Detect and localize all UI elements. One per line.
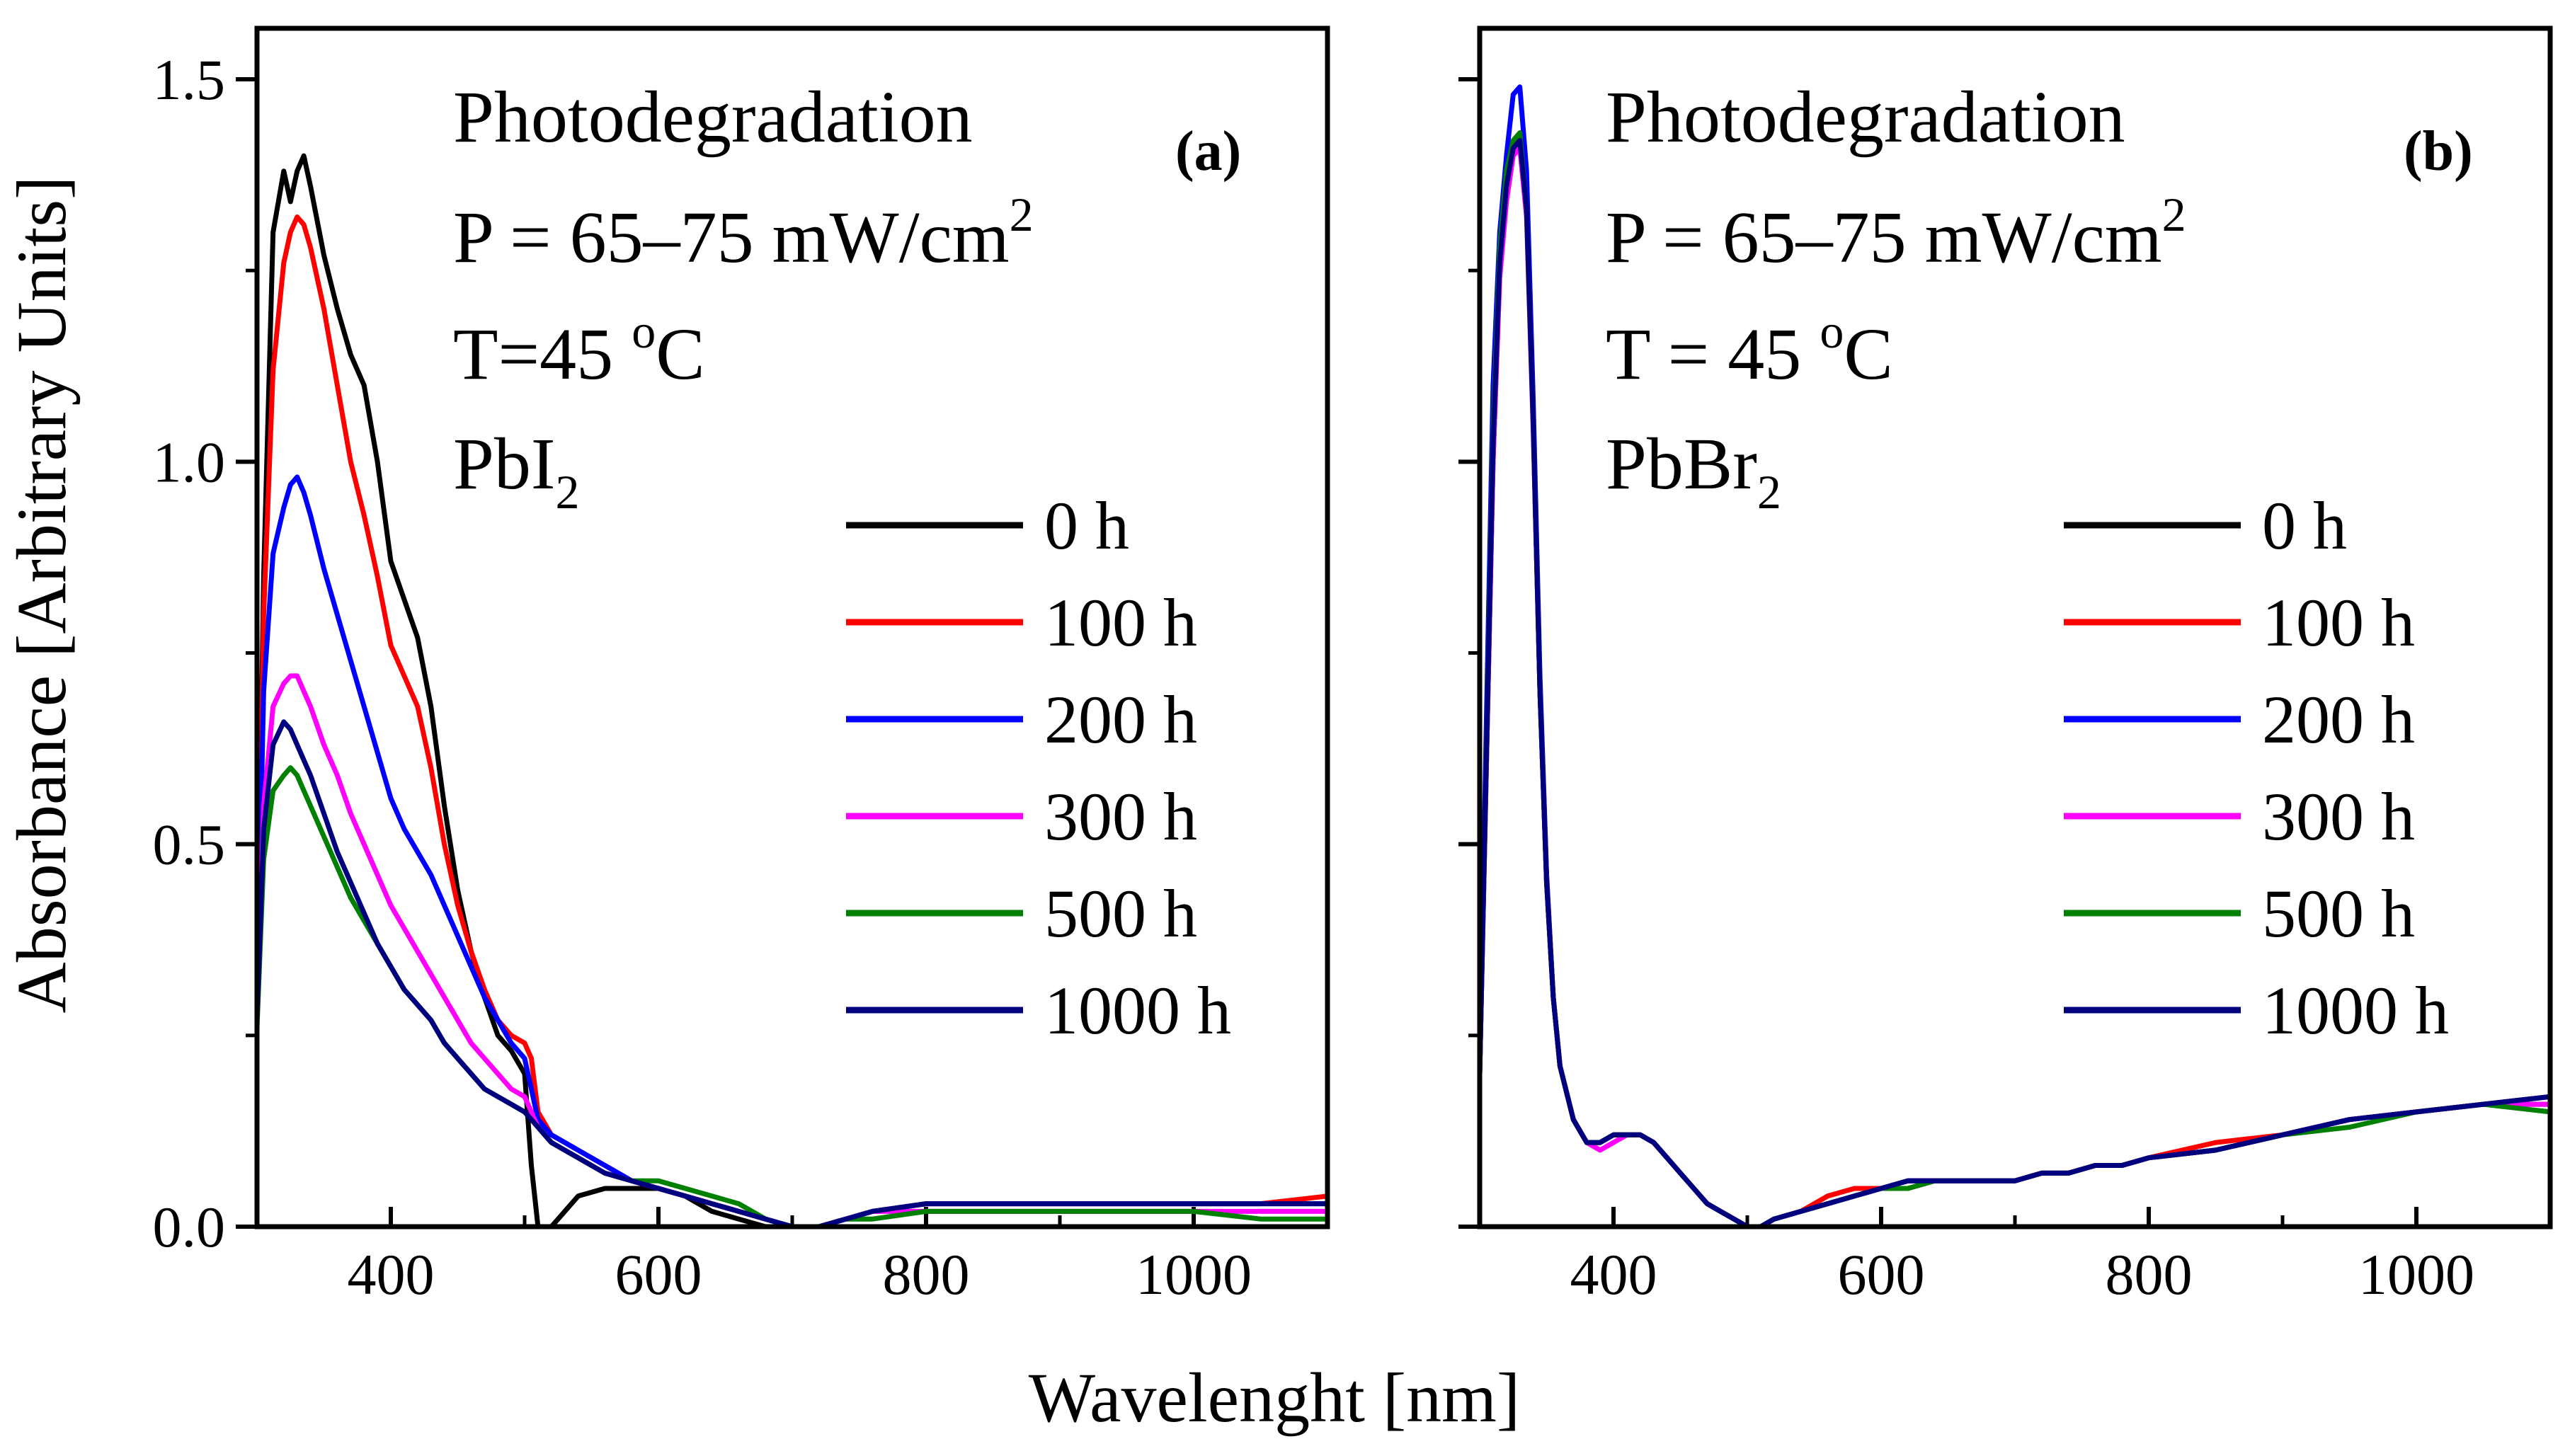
- panel-b: 400 600 800 1000 Photodegradation P = 65–75…: [1458, 25, 2553, 1307]
- series-line-1000-h: [1477, 138, 2553, 1229]
- legend-label: 300 h: [1044, 779, 1197, 854]
- panel-a-material-text: PbI: [453, 423, 555, 505]
- x-tick-label: 800: [883, 1242, 970, 1307]
- panel-b-annotation-line1: Photodegradation: [1606, 76, 2125, 158]
- legend-label: 0 h: [1044, 488, 1129, 563]
- x-axis-title: Wavelenght [nm]: [1029, 1358, 1520, 1437]
- panel-a-frame: [254, 25, 1330, 1229]
- panel-a-annotation-material: PbI2: [453, 423, 579, 519]
- panel-b-temp-text: T = 45: [1606, 314, 1820, 395]
- panel-b-series: [1477, 84, 2553, 1229]
- y-tick-label: 1.5: [153, 47, 226, 112]
- panel-b-material-text: PbBr: [1606, 423, 1757, 505]
- panel-a-power-sup: 2: [1010, 188, 1034, 241]
- panel-b-annotation-material: PbBr2: [1606, 423, 1781, 519]
- panel-a-ticks: 400 600 800 1000 0.0 0.5 1.0 1.5: [153, 47, 1330, 1307]
- panel-a: 400 600 800 1000 0.0 0.5 1.0 1.5 Photodegradati…: [153, 25, 1330, 1307]
- x-tick-label: 400: [1570, 1242, 1657, 1307]
- panel-b-frame: [1477, 25, 2553, 1229]
- legend-label: 100 h: [1044, 585, 1197, 660]
- y-tick-label: 0.0: [153, 1195, 226, 1259]
- series-line-1000-h: [254, 719, 1330, 1229]
- panel-b-legend: 0 h 100 h 200 h 300 h 500 h 1000 h: [2064, 488, 2449, 1048]
- legend-label: 100 h: [2262, 585, 2415, 660]
- legend-label: 200 h: [1044, 682, 1197, 757]
- panel-b-tag: (b): [2404, 120, 2473, 183]
- panel-a-annotation-temperature: T=45 oC: [453, 304, 705, 395]
- x-tick-label: 1000: [1136, 1242, 1252, 1307]
- panel-a-temp-sup: o: [632, 304, 656, 358]
- legend-label: 500 h: [2262, 876, 2415, 951]
- legend-label: 0 h: [2262, 488, 2347, 563]
- x-tick-label: 800: [2106, 1242, 2193, 1307]
- legend-label: 1000 h: [1044, 973, 1231, 1048]
- x-tick-label: 400: [348, 1242, 435, 1307]
- panel-a-annotation-line1: Photodegradation: [453, 76, 973, 158]
- panel-b-power-sup: 2: [2162, 188, 2186, 241]
- panel-b-temp-sup: o: [1820, 304, 1844, 358]
- panel-a-tag: (a): [1175, 120, 1241, 183]
- panel-a-temp-text: T=45: [453, 314, 632, 395]
- panel-b-temp-unit: C: [1844, 314, 1892, 395]
- x-tick-label: 600: [1838, 1242, 1925, 1307]
- legend-label: 300 h: [2262, 779, 2415, 854]
- panel-a-legend: 0 h 100 h 200 h 300 h 500 h 1000 h: [846, 488, 1231, 1048]
- panel-a-material-sub: 2: [555, 465, 579, 519]
- series-line-500-h: [1477, 130, 2553, 1229]
- y-axis-title: Absorbance [Arbitrary Units]: [2, 176, 81, 1014]
- legend-label: 200 h: [2262, 682, 2415, 757]
- panel-a-temp-unit: C: [656, 314, 704, 395]
- x-tick-label: 600: [615, 1242, 702, 1307]
- panel-b-annotation-power: P = 65–75 mW/cm2: [1606, 188, 2186, 278]
- legend-label: 500 h: [1044, 876, 1197, 951]
- y-tick-label: 1.0: [153, 430, 226, 494]
- panel-b-ticks: 400 600 800 1000: [1458, 77, 2552, 1307]
- panel-b-material-sub: 2: [1757, 465, 1781, 519]
- legend-label: 1000 h: [2262, 973, 2449, 1048]
- panel-a-annotation-power: P = 65–75 mW/cm2: [453, 188, 1034, 278]
- y-tick-label: 0.5: [153, 813, 226, 877]
- panel-b-power-text: P = 65–75 mW/cm: [1606, 197, 2162, 278]
- x-tick-label: 1000: [2358, 1242, 2474, 1307]
- series-line-100-h: [1477, 130, 2553, 1229]
- panel-b-annotation-temperature: T = 45 oC: [1606, 304, 1893, 395]
- panel-a-power-text: P = 65–75 mW/cm: [453, 197, 1010, 278]
